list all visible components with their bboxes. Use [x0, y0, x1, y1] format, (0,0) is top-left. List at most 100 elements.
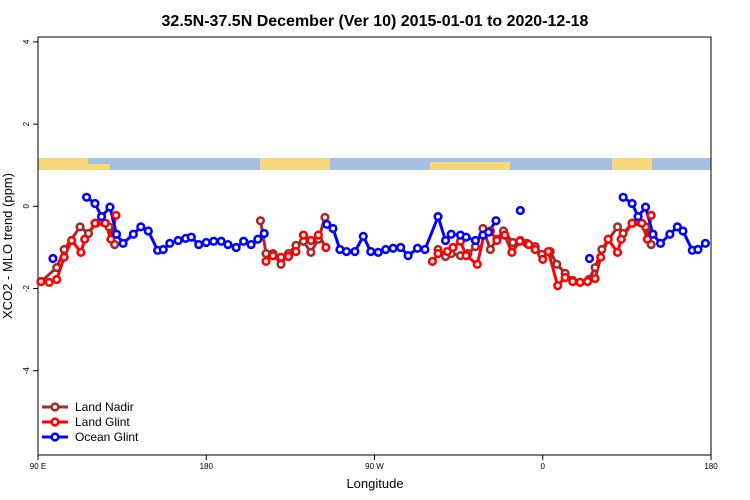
data-point — [283, 251, 294, 262]
data-point — [186, 232, 196, 242]
data-point — [396, 242, 406, 253]
data-point — [118, 238, 128, 248]
map-strip — [38, 158, 711, 170]
data-point — [321, 242, 331, 253]
data-point — [461, 251, 471, 261]
data-point — [328, 223, 338, 234]
data-point — [52, 262, 62, 273]
data-point — [440, 235, 451, 246]
data-point — [67, 235, 77, 246]
data-point — [173, 235, 183, 246]
data-point — [143, 226, 153, 236]
data-point — [128, 229, 138, 239]
legend-label: Land Nadir — [75, 400, 134, 414]
data-point — [388, 243, 398, 253]
data-point — [485, 244, 496, 255]
data-point — [239, 236, 249, 246]
data-point — [648, 229, 658, 239]
data-point — [446, 229, 456, 239]
data-point — [538, 254, 548, 264]
data-point — [82, 192, 92, 202]
data-point — [603, 234, 613, 244]
legend-label: Ocean Glint — [75, 430, 139, 444]
data-point — [165, 238, 175, 248]
legend-marker — [50, 432, 60, 442]
data-point — [515, 236, 525, 246]
y-tick-label: 2 — [22, 121, 31, 126]
data-point — [483, 227, 494, 237]
y-tick-label: 4 — [22, 39, 31, 44]
data-point — [194, 239, 204, 250]
data-point — [48, 253, 58, 264]
data-point — [433, 249, 443, 259]
data-point — [100, 218, 110, 228]
data-point — [106, 234, 116, 244]
data-point — [209, 236, 219, 246]
data-point — [59, 244, 69, 255]
data-point — [596, 252, 606, 262]
ocean-band — [38, 158, 711, 170]
data-point — [105, 202, 115, 212]
data-point — [500, 230, 510, 240]
data-point — [470, 235, 481, 246]
data-point — [507, 247, 517, 257]
data-point — [268, 251, 278, 261]
land-band — [88, 164, 110, 170]
data-point — [568, 276, 578, 287]
data-point — [80, 234, 90, 244]
data-point — [543, 246, 553, 257]
data-point — [583, 276, 593, 287]
data-point — [261, 249, 271, 259]
data-point — [642, 234, 653, 244]
data-point — [700, 238, 710, 248]
data-point — [584, 253, 595, 264]
data-point — [491, 216, 501, 226]
y-tick-label: -4 — [22, 367, 31, 375]
data-point — [350, 246, 360, 257]
data-point — [461, 232, 471, 242]
data-point — [136, 222, 146, 232]
data-point — [298, 230, 309, 240]
data-point — [492, 235, 502, 246]
data-point — [618, 192, 628, 202]
data-point — [90, 218, 100, 228]
data-point — [442, 246, 453, 257]
data-point — [96, 212, 107, 222]
plot-frame — [37, 36, 712, 456]
data-point — [420, 244, 430, 255]
data-point — [530, 244, 540, 255]
data-point — [627, 198, 637, 209]
data-point — [655, 238, 666, 248]
data-point — [259, 228, 269, 239]
chart-title: 32.5N-37.5N December (Ver 10) 2015-01-01… — [162, 13, 589, 30]
data-point — [306, 235, 316, 246]
data-point — [201, 237, 211, 248]
data-point — [366, 246, 376, 257]
data-point — [427, 256, 438, 267]
data-point — [433, 212, 443, 222]
data-point — [52, 274, 62, 285]
data-point — [693, 244, 703, 255]
y-tick-label: 0 — [22, 204, 31, 209]
data-point — [403, 251, 413, 261]
data-point — [633, 212, 643, 222]
data-point — [216, 236, 226, 246]
data-point — [36, 276, 46, 287]
data-point — [612, 222, 623, 232]
data-point — [276, 259, 286, 269]
data-point — [76, 247, 86, 257]
x-tick-label: 0 — [541, 462, 546, 471]
legend-label: Land Glint — [75, 415, 130, 429]
data-point — [508, 237, 518, 248]
data-point — [552, 259, 562, 269]
data-point — [223, 239, 233, 250]
data-point — [678, 226, 688, 236]
land-band — [612, 158, 652, 170]
data-point — [313, 230, 324, 240]
data-point — [553, 281, 563, 291]
data-point — [276, 252, 286, 262]
data-point — [75, 222, 85, 232]
data-point — [612, 247, 623, 257]
land-band — [430, 162, 510, 170]
data-point — [111, 229, 122, 239]
